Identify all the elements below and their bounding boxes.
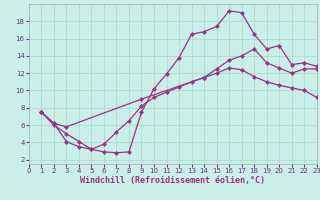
X-axis label: Windchill (Refroidissement éolien,°C): Windchill (Refroidissement éolien,°C) xyxy=(80,176,265,185)
